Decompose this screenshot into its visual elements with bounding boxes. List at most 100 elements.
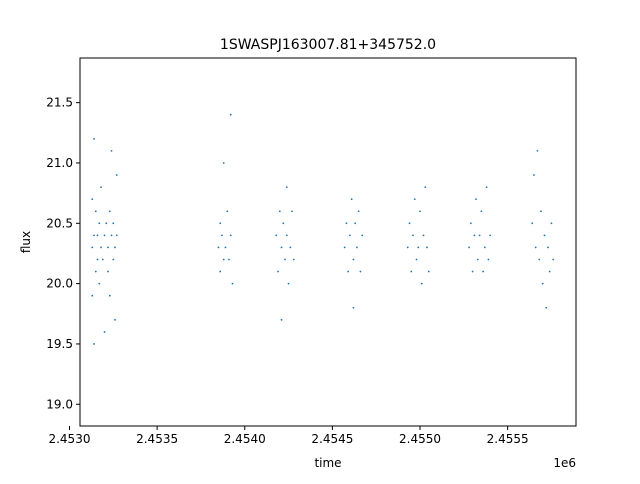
- data-point: [485, 186, 488, 189]
- data-point: [538, 258, 541, 261]
- x-tick-label: 2.4550: [399, 432, 441, 446]
- data-point: [345, 222, 348, 225]
- chart-title: 1SWASPJ163007.81+345752.0: [220, 37, 436, 53]
- data-point: [547, 246, 549, 249]
- data-point: [275, 234, 278, 237]
- data-point: [229, 113, 232, 116]
- data-point: [217, 246, 220, 249]
- data-point: [222, 258, 225, 261]
- data-point: [534, 246, 537, 249]
- data-point: [98, 222, 101, 225]
- data-point: [349, 234, 351, 237]
- data-point: [101, 258, 104, 261]
- x-axis-label: time: [314, 456, 341, 470]
- data-point: [291, 210, 293, 213]
- points-layer: [91, 113, 555, 345]
- y-axis-label: flux: [19, 231, 33, 253]
- data-point: [350, 198, 353, 201]
- data-point: [347, 270, 350, 273]
- data-point: [107, 246, 109, 249]
- data-point: [98, 282, 101, 285]
- data-point: [96, 258, 99, 261]
- data-point: [292, 258, 295, 261]
- data-point: [280, 246, 283, 249]
- data-point: [417, 246, 420, 249]
- data-point: [289, 246, 292, 249]
- y-tick-label: 21.5: [46, 96, 73, 110]
- data-point: [94, 270, 97, 273]
- x-axis: 2.4530 2.4535 2.4540 2.4545 2.4550 2.4555: [48, 426, 529, 446]
- data-point: [91, 294, 94, 297]
- data-point: [482, 270, 485, 273]
- data-point: [413, 198, 416, 201]
- data-point: [548, 270, 551, 273]
- x-tick-label: 2.4540: [224, 432, 266, 446]
- data-point: [110, 150, 113, 152]
- data-point: [352, 258, 355, 261]
- y-tick-label: 21.0: [46, 156, 73, 170]
- data-point: [224, 246, 227, 249]
- data-point: [91, 246, 94, 249]
- y-tick-label: 19.5: [46, 337, 73, 351]
- data-point: [356, 246, 358, 249]
- y-tick-label: 20.5: [46, 216, 73, 230]
- data-point: [540, 210, 542, 213]
- data-point: [219, 222, 222, 225]
- y-tick-label: 20.0: [46, 277, 73, 291]
- data-point: [280, 318, 283, 321]
- data-point: [115, 234, 118, 237]
- data-point: [96, 234, 99, 237]
- data-point: [107, 270, 109, 273]
- data-point: [93, 343, 95, 345]
- data-point: [285, 186, 288, 189]
- data-point: [103, 330, 106, 333]
- plot-frame: [79, 57, 577, 427]
- data-point: [410, 270, 413, 273]
- data-point: [422, 234, 425, 237]
- data-point: [550, 222, 553, 225]
- data-point: [278, 210, 281, 213]
- data-point: [476, 258, 479, 261]
- data-point: [282, 222, 285, 225]
- data-point: [287, 282, 290, 285]
- data-point: [541, 282, 544, 285]
- x-offset-label: 1e6: [553, 456, 576, 470]
- data-point: [226, 210, 229, 213]
- data-point: [424, 186, 427, 189]
- data-point: [112, 258, 115, 261]
- data-point: [100, 186, 102, 189]
- x-tick-label: 2.4555: [487, 432, 529, 446]
- data-point: [108, 210, 111, 213]
- x-tick-label: 2.4535: [136, 432, 178, 446]
- data-point: [115, 174, 118, 176]
- data-point: [487, 258, 490, 261]
- y-tick-label: 19.0: [46, 397, 73, 411]
- data-point: [536, 150, 539, 152]
- data-point: [114, 318, 116, 321]
- data-point: [222, 162, 225, 164]
- data-point: [533, 174, 535, 176]
- data-point: [228, 258, 230, 261]
- data-point: [93, 137, 95, 140]
- data-point: [100, 246, 102, 249]
- data-point: [468, 246, 470, 249]
- data-point: [483, 246, 486, 249]
- data-point: [427, 270, 430, 273]
- x-tick-label: 2.4545: [311, 432, 353, 446]
- data-point: [105, 222, 108, 225]
- data-point: [480, 210, 483, 213]
- data-point: [94, 210, 97, 213]
- y-axis: 19.0 19.5 20.0 20.5 21.0 21.5: [46, 96, 80, 411]
- data-point: [489, 234, 492, 237]
- data-point: [406, 246, 409, 249]
- x-tick-label: 2.4530: [48, 432, 90, 446]
- data-point: [91, 198, 94, 201]
- data-point: [354, 222, 357, 225]
- data-point: [415, 258, 418, 261]
- data-point: [531, 222, 534, 225]
- data-point: [478, 234, 481, 237]
- data-point: [221, 234, 223, 237]
- data-point: [543, 234, 546, 237]
